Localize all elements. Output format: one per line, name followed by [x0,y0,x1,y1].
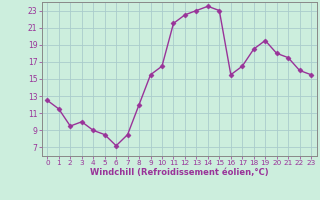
X-axis label: Windchill (Refroidissement éolien,°C): Windchill (Refroidissement éolien,°C) [90,168,268,177]
